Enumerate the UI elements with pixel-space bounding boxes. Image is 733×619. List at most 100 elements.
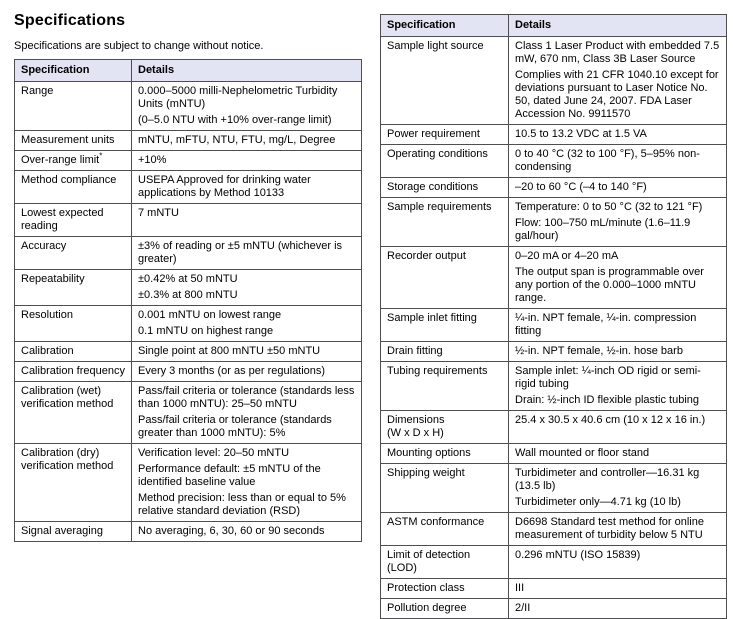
details-cell: 0 to 40 °C (32 to 100 °F), 5–95% non-con… — [508, 144, 727, 178]
details-paragraph: 10.5 to 13.2 VDC at 1.5 VA — [515, 128, 647, 140]
spec-cell: Sample light source — [380, 36, 509, 125]
details-paragraph: ±0.42% at 50 mNTU — [138, 273, 238, 285]
details-paragraph: USEPA Approved for drinking water applic… — [138, 174, 311, 199]
table-row: Mounting options Wall mounted or floor st… — [380, 443, 727, 464]
details-paragraph: Pass/fail criteria or tolerance (standar… — [138, 414, 332, 439]
spec-cell: Mounting options — [380, 443, 509, 464]
details-paragraph: 0.000–5000 milli-Nephelometric Turbidity… — [138, 85, 338, 110]
details-paragraph: ¼-in. NPT female, ¼-in. compression fitt… — [515, 312, 697, 337]
details-paragraph: Class 1 Laser Product with embedded 7.5 … — [515, 40, 720, 65]
details-cell: Sample inlet: ¼-inch OD rigid or semi-ri… — [508, 361, 727, 411]
table-row: Accuracy ±3% of reading or ±5 mNTU (which… — [14, 236, 362, 270]
details-cell: Verification level: 20–50 mNTU Performanc… — [131, 443, 362, 522]
details-cell: 0–20 mA or 4–20 mA The output span is pro… — [508, 246, 727, 309]
left-column: Specifications Specifications are subjec… — [14, 0, 362, 542]
details-paragraph: Performance default: ±5 mNTU of the iden… — [138, 463, 321, 488]
details-paragraph: 0 to 40 °C (32 to 100 °F), 5–95% non-con… — [515, 148, 700, 173]
details-cell: +10% — [131, 150, 362, 171]
table-row: ASTM conformance D6698 Standard test meth… — [380, 512, 727, 546]
spec-cell: ASTM conformance — [380, 512, 509, 546]
details-cell: D6698 Standard test method for online me… — [508, 512, 727, 546]
details-cell: Single point at 800 mNTU ±50 mNTU — [131, 341, 362, 362]
top-spacer — [380, 0, 727, 14]
details-paragraph: (0–5.0 NTU with +10% over-range limit) — [138, 114, 332, 126]
spec-cell: Sample requirements — [380, 197, 509, 247]
table-header-row: Specification Details — [380, 14, 727, 37]
spec-cell: Repeatability — [14, 269, 132, 306]
details-cell: –20 to 60 °C (–4 to 140 °F) — [508, 177, 727, 198]
spec-cell: Dimensions (W x D x H) — [380, 410, 509, 444]
spec-cell: Range — [14, 81, 132, 131]
table-row: Measurement units mNTU, mFTU, NTU, FTU, m… — [14, 130, 362, 151]
table-row: Recorder output 0–20 mA or 4–20 mA The out… — [380, 246, 727, 309]
table-row: Sample inlet fitting ¼-in. NPT female, ¼-… — [380, 308, 727, 342]
details-paragraph: ½-in. NPT female, ½-in. hose barb — [515, 345, 683, 357]
details-paragraph: No averaging, 6, 30, 60 or 90 seconds — [138, 525, 325, 537]
spec-cell: Lowest expected reading — [14, 203, 132, 237]
table-row: Calibration Single point at 800 mNTU ±50 … — [14, 341, 362, 362]
details-paragraph: Sample inlet: ¼-inch OD rigid or semi-ri… — [515, 365, 701, 390]
table-row: Storage conditions –20 to 60 °C (–4 to 14… — [380, 177, 727, 198]
details-paragraph: Turbidimeter and controller—16.31 kg (13… — [515, 467, 700, 492]
details-cell: Class 1 Laser Product with embedded 7.5 … — [508, 36, 727, 125]
details-cell: Pass/fail criteria or tolerance (standar… — [131, 381, 362, 444]
details-cell: mNTU, mFTU, NTU, FTU, mg/L, Degree — [131, 130, 362, 151]
details-cell: ±3% of reading or ±5 mNTU (whichever is … — [131, 236, 362, 270]
details-paragraph: ±0.3% at 800 mNTU — [138, 289, 238, 301]
details-paragraph: –20 to 60 °C (–4 to 140 °F) — [515, 181, 647, 193]
details-paragraph: Every 3 months (or as per regulations) — [138, 365, 326, 377]
table-row: Protection class III — [380, 578, 727, 599]
details-cell: 10.5 to 13.2 VDC at 1.5 VA — [508, 124, 727, 145]
footnote-marker: * — [99, 151, 103, 161]
details-cell: 0.001 mNTU on lowest range 0.1 mNTU on hi… — [131, 305, 362, 342]
page-subtitle: Specifications are subject to change wit… — [14, 40, 264, 52]
details-cell: Turbidimeter and controller—16.31 kg (13… — [508, 463, 727, 513]
specifications-table-left: Specification Details Range 0.000–5000 mill… — [14, 59, 362, 542]
table-row: Calibration (dry) verification method Veri… — [14, 443, 362, 522]
spec-cell: Shipping weight — [380, 463, 509, 513]
details-paragraph: 7 mNTU — [138, 207, 179, 219]
details-cell: 2/II — [508, 598, 727, 619]
table-header-row: Specification Details — [14, 59, 362, 82]
spec-cell: Signal averaging — [14, 521, 132, 542]
spec-cell: Protection class — [380, 578, 509, 599]
details-paragraph: ±3% of reading or ±5 mNTU (whichever is … — [138, 240, 343, 265]
spec-cell: Pollution degree — [380, 598, 509, 619]
page-title: Specifications — [14, 12, 126, 29]
table-row: Resolution 0.001 mNTU on lowest range 0.1 … — [14, 305, 362, 342]
table-row: Shipping weight Turbidimeter and controll… — [380, 463, 727, 513]
table-row: Operating conditions 0 to 40 °C (32 to 10… — [380, 144, 727, 178]
specifications-table-right: Specification Details Sample light source C… — [380, 14, 727, 619]
table-row: Sample light source Class 1 Laser Product… — [380, 36, 727, 125]
table-row: Over-range limit* +10% — [14, 150, 362, 171]
spec-cell: Calibration frequency — [14, 361, 132, 382]
details-paragraph: Complies with 21 CFR 1040.10 except for … — [515, 69, 719, 120]
table-row: Tubing requirements Sample inlet: ¼-inch … — [380, 361, 727, 411]
details-paragraph: Wall mounted or floor stand — [515, 447, 650, 459]
details-paragraph: Single point at 800 mNTU ±50 mNTU — [138, 345, 321, 357]
details-cell: 0.000–5000 milli-Nephelometric Turbidity… — [131, 81, 362, 131]
details-paragraph: +10% — [138, 154, 167, 166]
details-paragraph: 2/II — [515, 602, 531, 614]
details-paragraph: Turbidimeter only—4.71 kg (10 lb) — [515, 496, 681, 508]
details-cell: ±0.42% at 50 mNTU ±0.3% at 800 mNTU — [131, 269, 362, 306]
column-header: Specification — [14, 59, 132, 82]
spec-cell: Method compliance — [14, 170, 132, 204]
details-cell: No averaging, 6, 30, 60 or 90 seconds — [131, 521, 362, 542]
column-header: Specification — [380, 14, 509, 37]
spec-cell: Tubing requirements — [380, 361, 509, 411]
table-row: Range 0.000–5000 milli-Nephelometric Turb… — [14, 81, 362, 131]
column-header: Details — [508, 14, 727, 37]
details-paragraph: 0.296 mNTU (ISO 15839) — [515, 549, 641, 561]
spec-cell: Calibration — [14, 341, 132, 362]
details-paragraph: Temperature: 0 to 50 °C (32 to 121 °F) — [515, 201, 703, 213]
spec-cell: Drain fitting — [380, 341, 509, 362]
details-cell: Wall mounted or floor stand — [508, 443, 727, 464]
details-paragraph: Method precision: less than or equal to … — [138, 492, 346, 517]
spec-cell: Storage conditions — [380, 177, 509, 198]
spec-cell: Measurement units — [14, 130, 132, 151]
details-paragraph: 0–20 mA or 4–20 mA — [515, 250, 619, 262]
details-cell: 7 mNTU — [131, 203, 362, 237]
details-paragraph: Flow: 100–750 mL/minute (1.6–11.9 gal/ho… — [515, 217, 691, 242]
table-row: Signal averaging No averaging, 6, 30, 60 … — [14, 521, 362, 542]
